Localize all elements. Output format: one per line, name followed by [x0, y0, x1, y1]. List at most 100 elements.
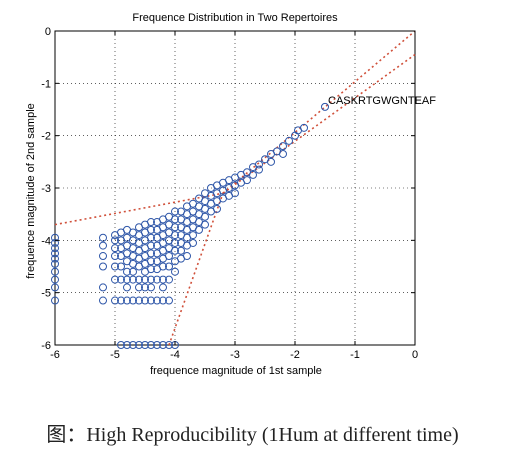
axis-ticks: -6 -5 -4 -3 -2 -1 0 0 -1 -2 -3 -4 -5 -6: [41, 26, 418, 361]
scatter-point: [183, 252, 191, 261]
scatter-point: [147, 341, 155, 349]
scatter-point: [117, 296, 125, 305]
scatter-point: [147, 218, 155, 227]
scatter-point: [165, 275, 173, 284]
scatter-point: [123, 296, 131, 305]
x-tick-label: 0: [412, 349, 418, 361]
scatter-point: [135, 283, 143, 292]
scatter-point: [171, 207, 179, 216]
y-tick-label: -2: [41, 131, 51, 143]
scatter-point: [51, 238, 59, 247]
scatter-point: [129, 341, 137, 349]
scatter-point: [255, 160, 263, 169]
scatter-point: [51, 244, 59, 253]
y-tick-label: -4: [41, 235, 51, 247]
scatter-point: [249, 170, 257, 179]
figure-caption: 图：High Reproducibility (1Hum at differen…: [46, 424, 459, 446]
y-axis-label: frequence magnitude of 2nd sample: [25, 103, 37, 279]
scatter-point: [159, 262, 167, 271]
scatter-point: [195, 225, 203, 234]
scatter-point: [117, 341, 125, 349]
scatter-point: [123, 341, 131, 349]
x-tick-label: -6: [50, 349, 60, 361]
scatter-point: [147, 225, 155, 234]
scatter-point: [117, 275, 125, 284]
scatter-point: [129, 267, 137, 276]
scatter-point: [159, 275, 167, 284]
scatter-point: [99, 283, 107, 292]
scatter-point: [231, 189, 239, 198]
scatter-chart: Frequence Distribution in Two Repertoire…: [25, 12, 436, 377]
scatter-point: [243, 176, 251, 185]
x-axis-label: frequence magnitude of 1st sample: [150, 365, 322, 377]
chart-title: Frequence Distribution in Two Repertoire…: [132, 12, 338, 24]
scatter-point: [147, 275, 155, 284]
scatter-point: [51, 233, 59, 242]
scatter-point: [255, 165, 263, 174]
scatter-point: [171, 215, 179, 224]
scatter-point: [267, 157, 275, 166]
scatter-point: [141, 283, 149, 292]
scatter-point: [147, 257, 155, 266]
x-tick-label: -2: [290, 349, 300, 361]
scatter-point: [123, 275, 131, 284]
scatter-point: [153, 296, 161, 305]
scatter-point: [135, 341, 143, 349]
scatter-point: [147, 233, 155, 242]
scatter-point: [99, 252, 107, 261]
scatter-point: [129, 296, 137, 305]
scatter-point: [99, 233, 107, 242]
fit-line: [222, 30, 416, 194]
scatter-point: [171, 246, 179, 255]
scatter-point: [147, 296, 155, 305]
scatter-point: [51, 267, 59, 276]
y-tick-label: -6: [41, 340, 51, 352]
scatter-point: [171, 267, 179, 276]
data-points: [51, 102, 329, 349]
scatter-point: [123, 283, 131, 292]
scatter-point: [123, 267, 131, 276]
x-tick-label: -4: [170, 349, 180, 361]
scatter-point: [147, 241, 155, 250]
scatter-point: [279, 142, 287, 151]
scatter-point: [141, 296, 149, 305]
scatter-point: [51, 275, 59, 284]
scatter-point: [153, 275, 161, 284]
scatter-point: [99, 241, 107, 250]
grid: [55, 31, 415, 345]
scatter-point: [135, 275, 143, 284]
scatter-point: [51, 259, 59, 268]
scatter-point: [111, 252, 119, 261]
scatter-point: [279, 149, 287, 158]
fit-lines: [54, 30, 416, 346]
scatter-point: [141, 275, 149, 284]
scatter-point: [159, 341, 167, 349]
scatter-point: [99, 296, 107, 305]
x-tick-label: -1: [350, 349, 360, 361]
scatter-point: [171, 231, 179, 240]
scatter-point: [189, 231, 197, 240]
scatter-point: [147, 283, 155, 292]
y-tick-label: -1: [41, 78, 51, 90]
scatter-point: [165, 296, 173, 305]
scatter-point: [117, 262, 125, 271]
scatter-point: [165, 262, 173, 271]
fit-line: [222, 53, 416, 194]
scatter-point: [153, 341, 161, 349]
scatter-point: [171, 223, 179, 232]
scatter-point: [51, 254, 59, 263]
scatter-point: [321, 102, 329, 111]
y-tick-label: -3: [41, 183, 51, 195]
scatter-point: [111, 275, 119, 284]
scatter-point: [111, 296, 119, 305]
point-annotation: CASKRTGWGNTEAF: [328, 95, 436, 107]
scatter-point: [111, 262, 119, 271]
scatter-point: [51, 283, 59, 292]
scatter-point: [300, 123, 308, 132]
scatter-point: [159, 296, 167, 305]
scatter-point: [189, 238, 197, 247]
scatter-point: [99, 262, 107, 271]
scatter-point: [111, 244, 119, 253]
scatter-point: [165, 341, 173, 349]
scatter-point: [141, 341, 149, 349]
